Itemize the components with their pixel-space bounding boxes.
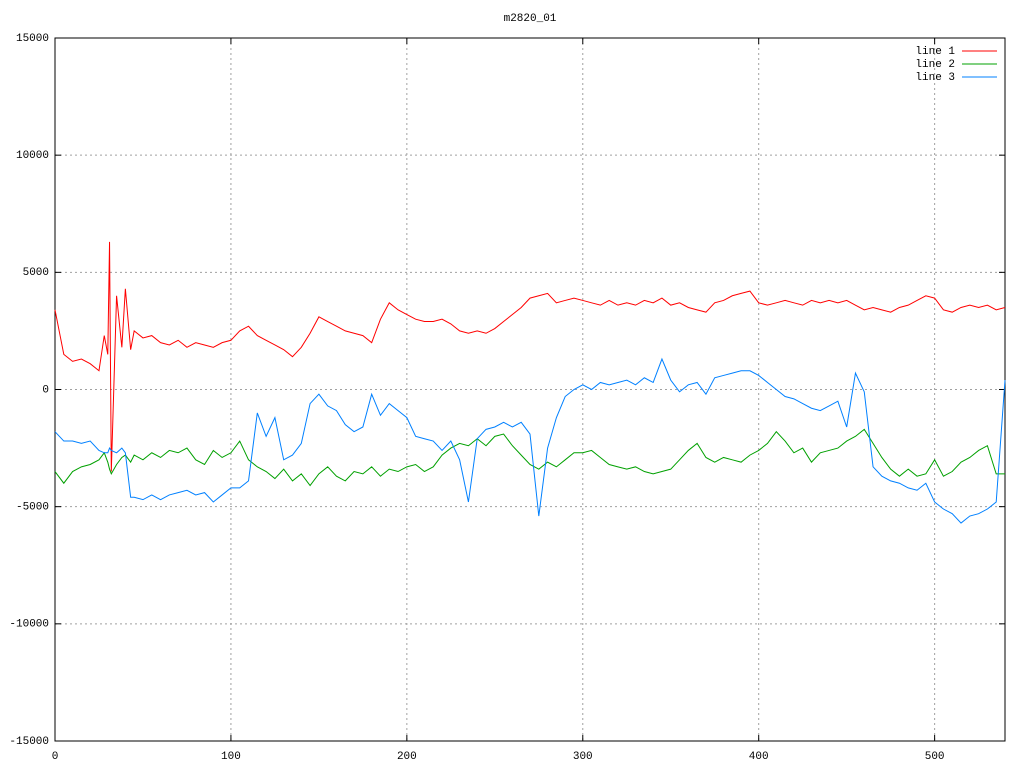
y-tick-label: -15000 — [9, 736, 49, 748]
x-tick-label: 300 — [573, 751, 593, 763]
x-tick-label: 400 — [749, 751, 769, 763]
series-line — [54, 241, 1006, 472]
y-tick-label: 15000 — [16, 33, 49, 45]
legend-label: line 1 — [915, 46, 955, 58]
x-tick-label: 0 — [52, 751, 59, 763]
plot-frame — [54, 37, 1006, 742]
x-tick-label: 500 — [925, 751, 945, 763]
y-tick-label: 0 — [42, 384, 49, 396]
chart-title: m2820_01 — [504, 13, 557, 25]
legend-label: line 2 — [915, 59, 955, 71]
series-line — [54, 357, 1006, 524]
y-tick-label: 5000 — [23, 267, 49, 279]
x-tick-label: 200 — [397, 751, 417, 763]
series-line — [54, 428, 1005, 487]
legend-label: line 3 — [915, 72, 955, 84]
x-tick-label: 100 — [221, 751, 241, 763]
y-tick-label: 10000 — [16, 150, 49, 162]
y-tick-label: -10000 — [9, 619, 49, 631]
y-tick-label: -5000 — [16, 502, 49, 514]
